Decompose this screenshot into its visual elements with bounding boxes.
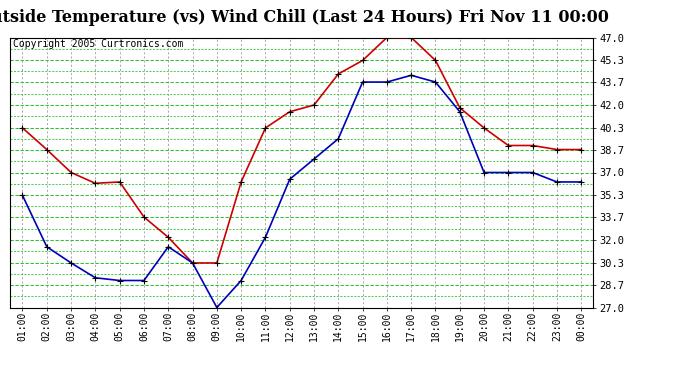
Text: Outside Temperature (vs) Wind Chill (Last 24 Hours) Fri Nov 11 00:00: Outside Temperature (vs) Wind Chill (Las…	[0, 9, 609, 26]
Text: Copyright 2005 Curtronics.com: Copyright 2005 Curtronics.com	[13, 39, 184, 49]
